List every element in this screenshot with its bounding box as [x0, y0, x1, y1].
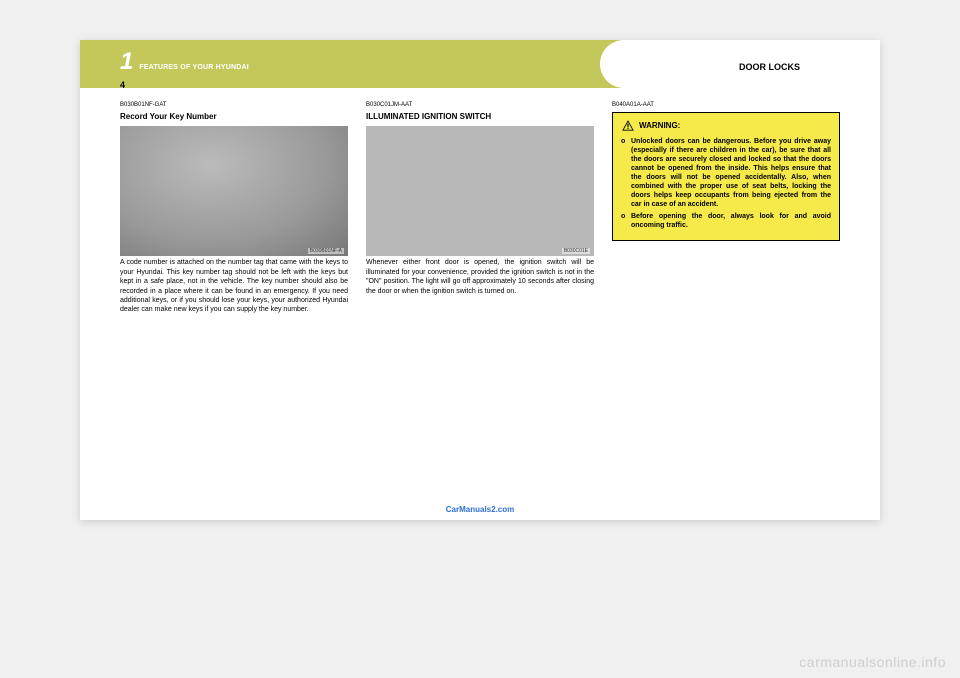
bullet-icon: o — [621, 212, 631, 230]
figure-caption-2: B030C01E — [562, 248, 590, 255]
figure-caption-1: B030B01NF-A — [308, 248, 344, 255]
warning-item: o Before opening the door, always look f… — [621, 212, 831, 230]
body-text-2: Whenever either front door is opened, th… — [366, 258, 594, 296]
section-right-title: DOOR LOCKS — [739, 62, 800, 72]
warning-text-1: Unlocked doors can be dangerous. Before … — [631, 137, 831, 210]
ignition-switch-figure: LOCK ACC ON START PUSH B030C01E — [366, 126, 594, 256]
bullet-icon: o — [621, 137, 631, 210]
header-band: 1 FEATURES OF YOUR HYUNDAI DOOR LOCKS — [80, 40, 880, 88]
manual-page: 1 FEATURES OF YOUR HYUNDAI DOOR LOCKS 4 … — [80, 40, 880, 520]
section-title-1: Record Your Key Number — [120, 112, 348, 122]
warning-title: WARNING: — [639, 121, 680, 131]
key-number-figure: F0133 F0133 — [120, 126, 348, 256]
chapter-title: FEATURES OF YOUR HYUNDAI — [139, 64, 249, 71]
warning-icon — [621, 119, 635, 133]
body-text-1: A code number is attached on the number … — [120, 258, 348, 315]
warning-text-2: Before opening the door, always look for… — [631, 212, 831, 230]
ref-code-1: B030B01NF-GAT — [120, 102, 348, 110]
content-columns: B030B01NF-GAT Record Your Key Number F01… — [120, 102, 840, 508]
column-2: B030C01JM-AAT ILLUMINATED IGNITION SWITC… — [366, 102, 594, 508]
warning-header: WARNING: — [621, 119, 831, 133]
watermark-text: carmanualsonline.info — [799, 654, 946, 670]
warning-list: o Unlocked doors can be dangerous. Befor… — [621, 137, 831, 230]
column-3: B040A01A-AAT WARNING: o — [612, 102, 840, 508]
section-title-2: ILLUMINATED IGNITION SWITCH — [366, 112, 594, 122]
page-number: 4 — [120, 80, 125, 90]
chapter-number: 1 — [120, 48, 133, 76]
column-1: B030B01NF-GAT Record Your Key Number F01… — [120, 102, 348, 508]
ref-code-3: B040A01A-AAT — [612, 102, 840, 110]
chapter-label: 1 FEATURES OF YOUR HYUNDAI — [120, 48, 249, 76]
ref-code-2: B030C01JM-AAT — [366, 102, 594, 110]
warning-item: o Unlocked doors can be dangerous. Befor… — [621, 137, 831, 210]
warning-box: WARNING: o Unlocked doors can be dangero… — [612, 112, 840, 241]
footer-link[interactable]: CarManuals2.com — [446, 505, 514, 514]
